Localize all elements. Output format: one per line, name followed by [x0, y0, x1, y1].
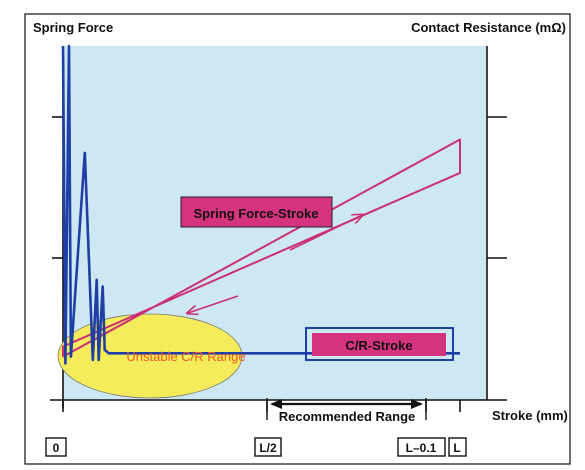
recommended-range-label: Recommended Range — [279, 409, 416, 424]
cr-label-box — [312, 333, 446, 356]
x-tick-label-l: L — [453, 441, 460, 455]
x-tick-label-half: L/2 — [259, 441, 277, 455]
x-tick-label-l-minus: L–0.1 — [406, 441, 437, 455]
cr-label-box-border — [305, 327, 454, 361]
spring-force-label: Spring Force-Stroke — [194, 206, 319, 221]
left-axis-title: Spring Force — [33, 20, 113, 35]
loading-direction-arrow — [289, 215, 362, 251]
cr-label: C/R-Stroke — [345, 338, 412, 353]
spring-force-label-box — [180, 196, 333, 228]
x-tick-label-0: 0 — [53, 441, 60, 455]
x-tick-box — [448, 437, 467, 457]
x-tick-box — [45, 437, 67, 457]
unloading-direction-arrow — [188, 295, 239, 313]
x-tick-box — [397, 437, 446, 457]
x-axis-title: Stroke (mm) — [492, 408, 568, 423]
series-cr-stroke — [61, 44, 460, 365]
right-axis-title: Contact Resistance (mΩ) — [411, 20, 566, 35]
outer-frame — [24, 13, 571, 465]
unstable-range-label: Unstable C/R Range — [126, 349, 245, 364]
x-tick-box — [254, 437, 282, 457]
